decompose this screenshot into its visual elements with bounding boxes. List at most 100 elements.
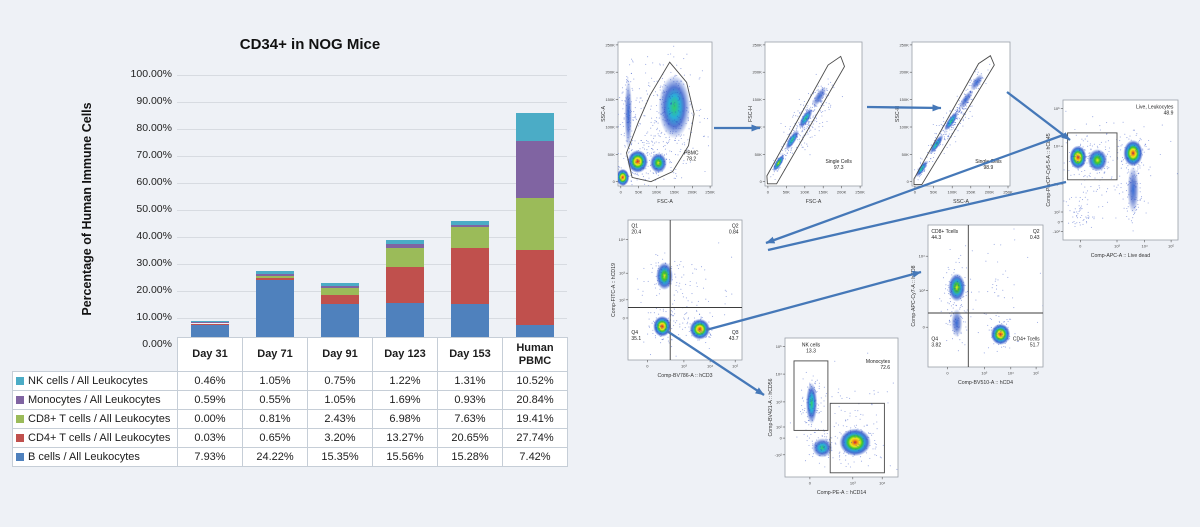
noise-dot <box>680 80 682 82</box>
y-tick-label: 50K <box>608 152 615 157</box>
noise-dot <box>1098 153 1100 156</box>
noise-dot <box>953 127 955 129</box>
noise-dot <box>1139 165 1141 167</box>
noise-dot <box>636 159 638 161</box>
noise-dot <box>618 160 619 162</box>
noise-dot <box>668 263 670 265</box>
noise-dot <box>670 310 672 312</box>
noise-dot <box>629 128 631 130</box>
noise-dot <box>667 285 670 287</box>
noise-dot <box>875 443 877 446</box>
noise-dot <box>626 115 628 118</box>
noise-dot <box>960 304 962 307</box>
noise-dot <box>957 319 959 321</box>
noise-dot <box>611 171 612 172</box>
noise-dot <box>955 322 957 324</box>
noise-dot <box>692 114 694 116</box>
bar-segment <box>190 320 229 322</box>
noise-dot <box>874 448 876 450</box>
noise-dot <box>879 456 881 458</box>
noise-dot <box>1131 179 1133 181</box>
noise-dot <box>1123 207 1125 209</box>
noise-dot <box>1089 143 1091 145</box>
noise-dot <box>671 332 673 335</box>
gate-outline <box>1067 132 1118 181</box>
noise-dot <box>918 176 920 178</box>
noise-dot <box>1103 172 1105 174</box>
noise-dot <box>1086 176 1088 178</box>
noise-dot <box>814 114 816 116</box>
noise-dot <box>709 312 711 314</box>
noise-dot <box>1079 209 1081 211</box>
noise-dot <box>954 275 956 277</box>
noise-dot <box>797 125 799 127</box>
x-tick-label: 10⁵ <box>732 364 738 369</box>
noise-dot <box>865 438 867 440</box>
noise-dot <box>1128 171 1130 173</box>
noise-dot <box>1006 332 1008 334</box>
noise-dot <box>680 288 682 290</box>
noise-dot <box>1085 156 1087 158</box>
noise-dot <box>814 389 816 391</box>
noise-dot <box>867 432 870 434</box>
noise-dot <box>848 437 850 439</box>
y-axis-label: SSC-H <box>895 106 901 122</box>
noise-dot <box>823 94 825 96</box>
noise-dot <box>668 119 670 121</box>
noise-dot <box>837 424 840 426</box>
noise-dot <box>1139 150 1141 152</box>
noise-dot <box>959 288 961 290</box>
noise-dot <box>669 160 671 162</box>
noise-dot <box>655 262 657 264</box>
noise-dot <box>828 446 830 448</box>
noise-dot <box>1120 145 1122 147</box>
noise-dot <box>622 184 624 186</box>
gate-label: 0.43 <box>1030 235 1040 241</box>
noise-dot <box>866 448 868 450</box>
noise-dot <box>1139 199 1141 201</box>
noise-dot <box>1105 158 1107 160</box>
noise-dot <box>640 301 642 303</box>
noise-dot <box>665 153 668 155</box>
noise-dot <box>824 93 826 95</box>
bar-segment <box>255 279 294 345</box>
noise-dot <box>952 329 954 332</box>
noise-dot <box>814 382 816 384</box>
noise-dot <box>987 324 989 326</box>
noise-dot <box>867 465 869 467</box>
noise-dot <box>656 327 658 329</box>
noise-dot <box>839 459 841 461</box>
noise-dot <box>1113 122 1115 124</box>
noise-dot <box>861 431 863 433</box>
noise-dot <box>850 447 852 449</box>
noise-dot <box>810 414 812 416</box>
noise-dot <box>654 324 656 326</box>
noise-dot <box>1133 184 1135 186</box>
noise-dot <box>687 149 689 151</box>
noise-dot <box>777 170 779 172</box>
noise-dot <box>1102 152 1104 154</box>
noise-dot <box>695 322 697 325</box>
noise-dot <box>806 125 808 128</box>
y-tick-label: 20.00% <box>136 284 172 296</box>
noise-dot <box>655 317 657 319</box>
noise-dot <box>647 165 649 167</box>
noise-dot <box>633 166 635 168</box>
noise-dot <box>821 100 823 102</box>
y-tick-label: 40.00% <box>136 230 172 242</box>
noise-dot <box>634 172 636 175</box>
noise-dot <box>1136 174 1138 176</box>
noise-dot <box>965 104 967 106</box>
noise-dot <box>780 122 782 125</box>
noise-dot <box>948 286 950 288</box>
noise-dot <box>677 84 679 87</box>
noise-dot <box>849 432 852 434</box>
noise-dot <box>1136 148 1138 150</box>
noise-dot <box>959 339 961 341</box>
noise-dot <box>947 302 949 304</box>
noise-dot <box>995 315 997 317</box>
noise-dot <box>646 132 648 134</box>
noise-dot <box>811 447 813 449</box>
noise-dot <box>644 134 646 137</box>
noise-dot <box>1001 346 1003 348</box>
